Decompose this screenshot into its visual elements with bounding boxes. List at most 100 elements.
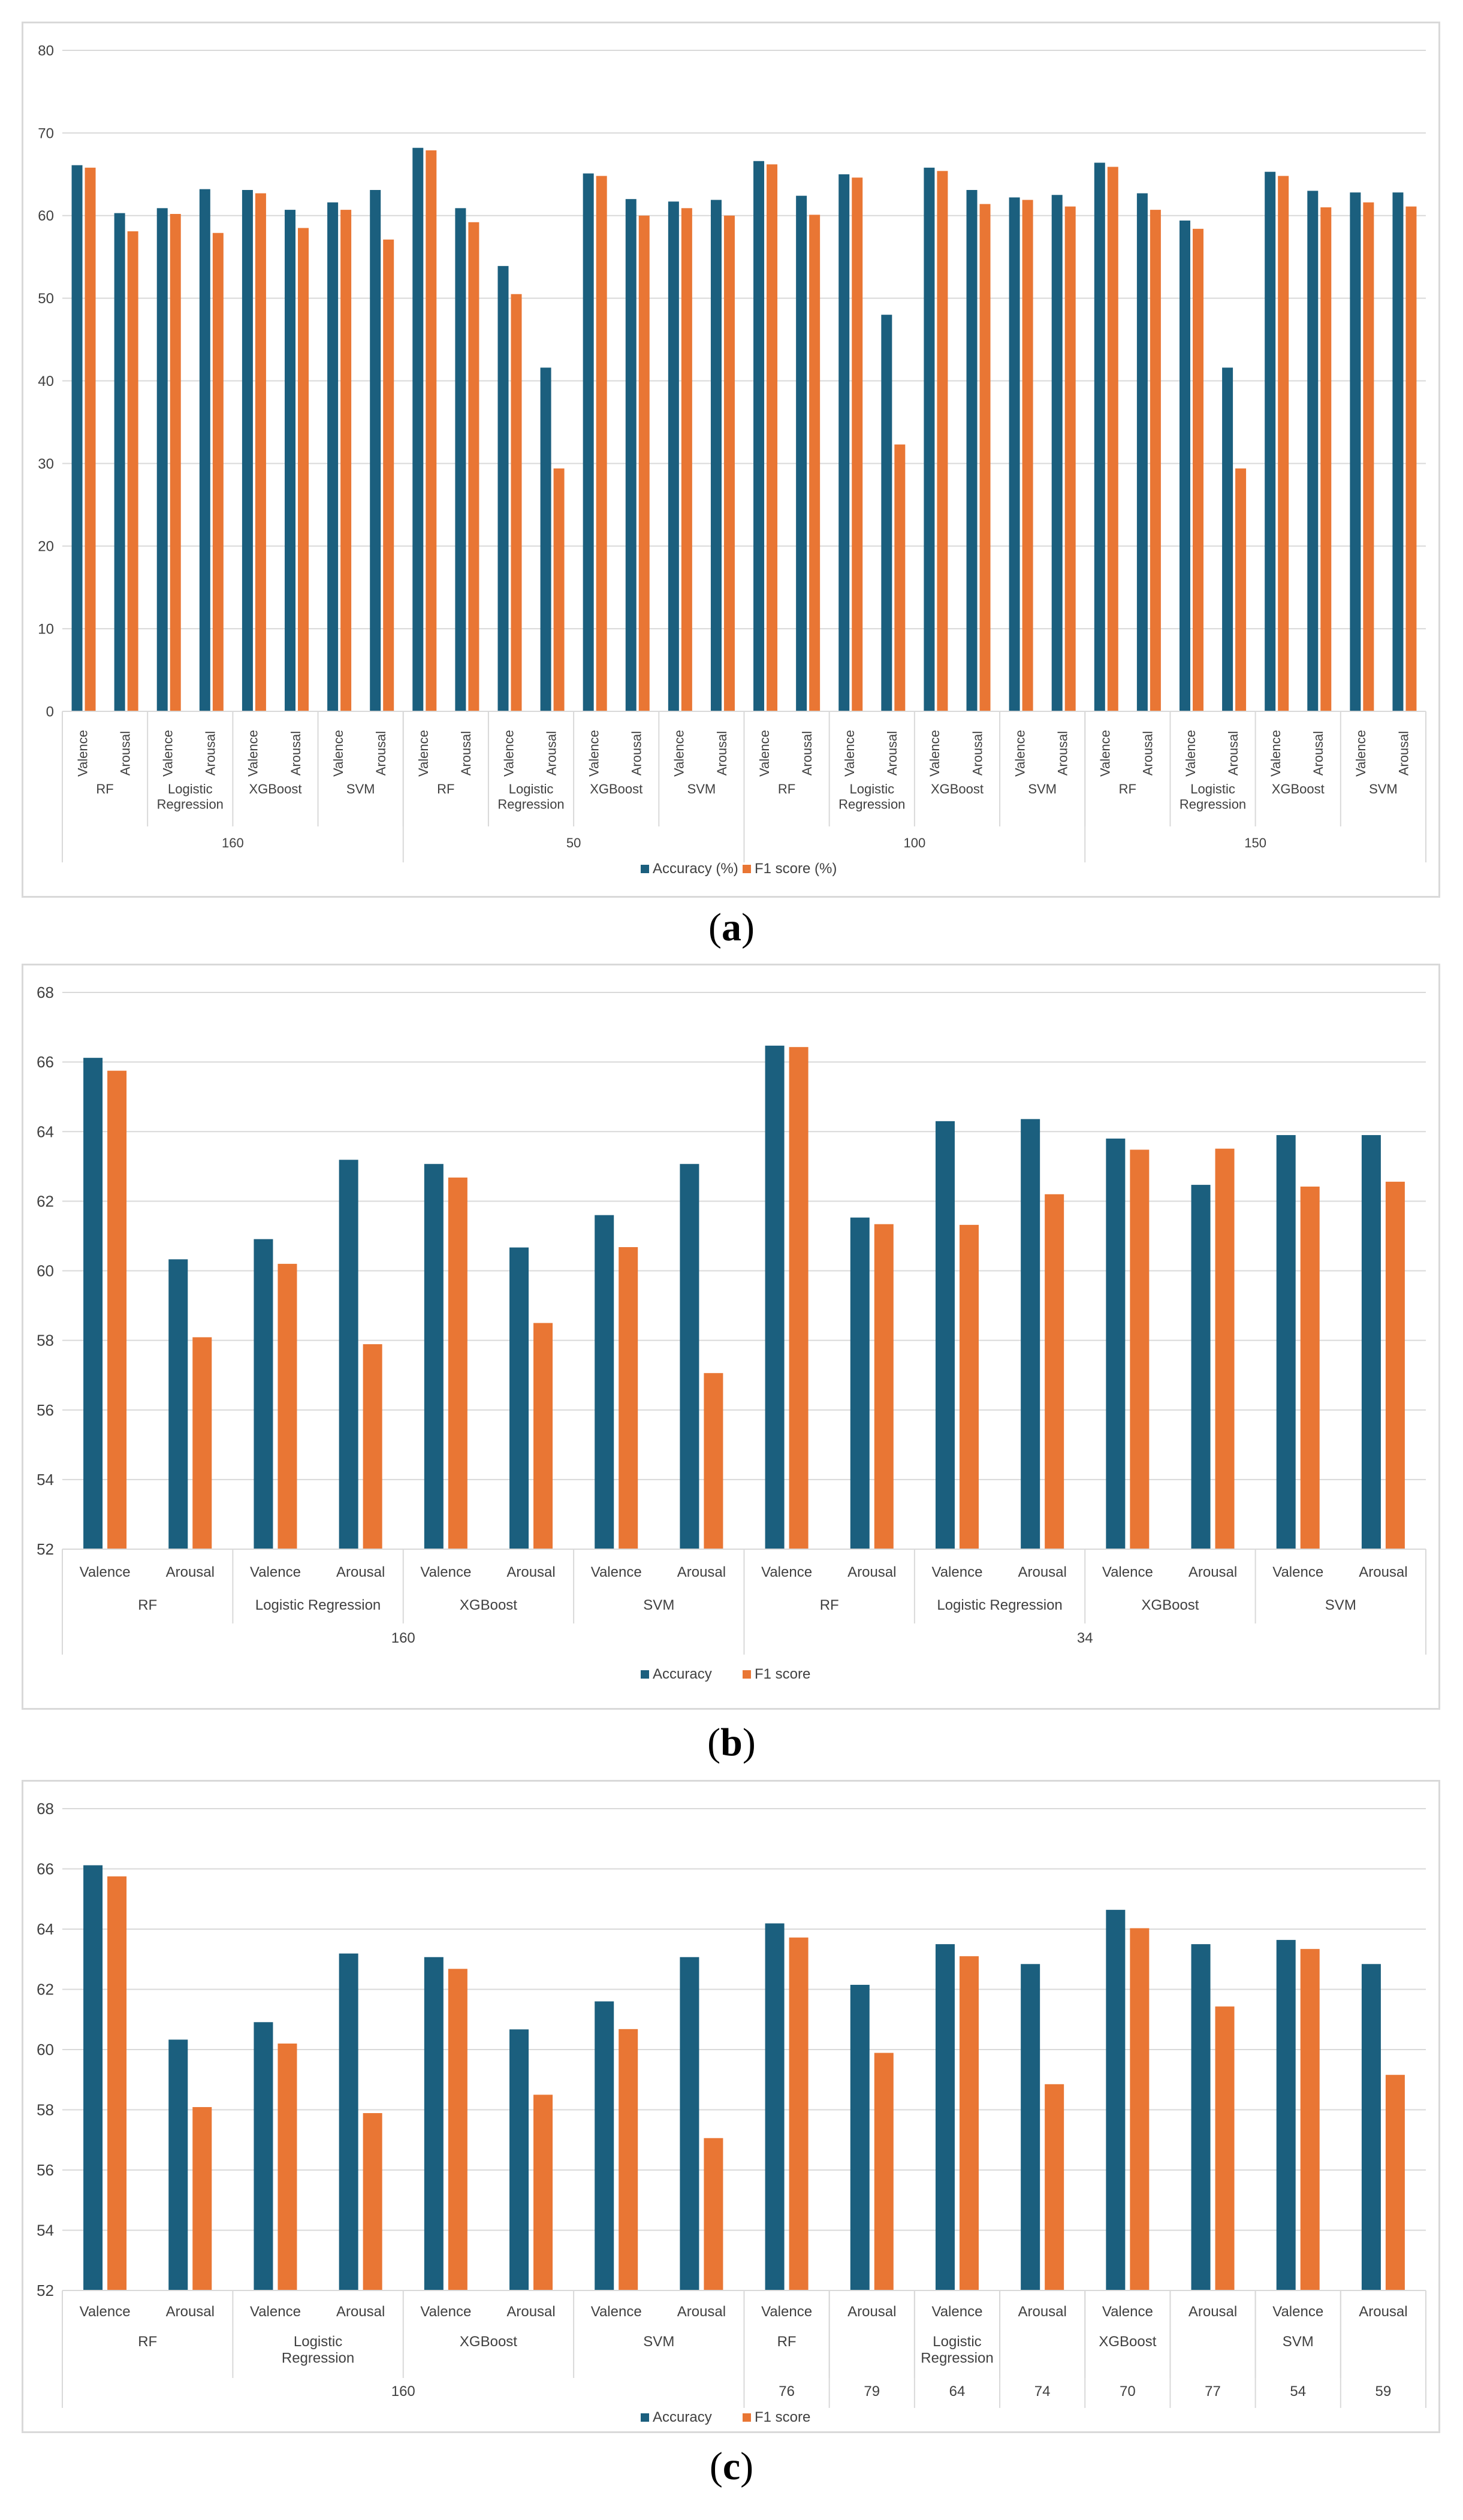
f1-bar xyxy=(619,1247,638,1549)
y-tick-label: 56 xyxy=(37,2161,54,2179)
f1-bar xyxy=(959,1224,979,1549)
chart-a-svg: 0 10 20 30 40 50 60 70 80 Valence Arousal Valence Ar… xyxy=(38,43,1426,877)
x-category-label: Valence xyxy=(1102,2304,1153,2320)
f1-bar xyxy=(874,1224,894,1549)
accuracy-bar xyxy=(1307,191,1319,711)
accuracy-bar xyxy=(1179,221,1190,712)
x-category-label: Arousal xyxy=(1018,2304,1066,2320)
y-tick-label: 70 xyxy=(38,125,54,141)
y-tick-label: 58 xyxy=(37,1332,54,1350)
y-tick-label: 58 xyxy=(37,2101,54,2119)
y-tick-label: 50 xyxy=(38,291,54,307)
accuracy-bar xyxy=(412,147,424,711)
f1-bar xyxy=(874,2053,894,2290)
legend-swatch-accuracy xyxy=(641,2413,649,2422)
x-category-label: Valence xyxy=(672,730,687,777)
y-tick-label: 60 xyxy=(38,208,54,224)
x-category-label: Arousal xyxy=(677,2304,726,2320)
f1-bar xyxy=(448,1969,467,2290)
x-group-level2-label: XGBoost xyxy=(249,781,301,796)
f1-bar xyxy=(277,2043,297,2290)
x-group-level2-label: Logistic xyxy=(849,781,894,796)
y-tick-label: 20 xyxy=(38,539,54,555)
accuracy-bar xyxy=(156,208,168,711)
x-category-label: Valence xyxy=(80,1564,131,1580)
x-group-level2-label: Logistic Regression xyxy=(255,1597,381,1613)
accuracy-bar xyxy=(1021,1119,1040,1549)
f1-bar xyxy=(363,1344,382,1549)
x-category-label: Valence xyxy=(246,730,261,777)
accuracy-bar xyxy=(1021,1964,1040,2290)
f1-bar xyxy=(212,233,224,711)
accuracy-bar xyxy=(327,202,339,711)
x-category-label: Arousal xyxy=(288,731,303,776)
x-group-level2-label: XGBoost xyxy=(1141,1597,1199,1613)
y-tick-label: 52 xyxy=(37,1540,54,1558)
x-category-label: Arousal xyxy=(506,1564,555,1580)
f1-bar xyxy=(533,2095,553,2290)
f1-bar xyxy=(107,1876,127,2290)
x-category-label: Arousal xyxy=(1189,1564,1237,1580)
x-group-level3-label: 74 xyxy=(1034,2383,1051,2400)
x-category-label: Arousal xyxy=(847,1564,896,1580)
f1-bar xyxy=(533,1323,553,1549)
x-group-level2-label: XGBoost xyxy=(460,1597,517,1613)
x-category-label: Arousal xyxy=(1018,1564,1066,1580)
y-tick-label: 64 xyxy=(37,1920,54,1938)
accuracy-bar xyxy=(254,2022,273,2290)
x-category-label: Valence xyxy=(1272,2304,1323,2320)
x-category-label: Arousal xyxy=(203,731,218,776)
accuracy-bar xyxy=(1191,1185,1211,1549)
x-group-level2-label-line2: Regression xyxy=(1180,796,1246,811)
f1-bar xyxy=(1064,206,1076,711)
f1-bar xyxy=(192,1337,212,1549)
f1-bar xyxy=(107,1070,127,1549)
x-group-level3-label: 160 xyxy=(222,835,244,850)
y-tick-label: 30 xyxy=(38,456,54,472)
x-category-label: Arousal xyxy=(847,2304,896,2320)
x-group-level3-label: 70 xyxy=(1120,2383,1136,2400)
x-category-label: Valence xyxy=(1012,730,1027,777)
x-category-label: Arousal xyxy=(714,731,729,776)
y-tick-label: 54 xyxy=(37,2222,54,2240)
accuracy-bar xyxy=(168,1259,188,1549)
accuracy-bar xyxy=(583,173,594,712)
y-tick-label: 56 xyxy=(37,1401,54,1419)
x-group-level2-label: Logistic Regression xyxy=(937,1597,1062,1613)
accuracy-bar xyxy=(114,213,125,711)
y-tick-label: 40 xyxy=(38,373,54,390)
x-group-level3-label: 50 xyxy=(566,835,581,850)
f1-bar xyxy=(894,444,906,711)
x-group-level2-label: SVM xyxy=(643,2334,674,2350)
accuracy-bar xyxy=(509,2029,529,2290)
f1-bar xyxy=(468,222,479,711)
x-category-label: Arousal xyxy=(1226,731,1241,776)
y-tick-label: 66 xyxy=(37,1053,54,1071)
f1-bar xyxy=(1363,202,1374,711)
y-tick-label: 52 xyxy=(37,2281,54,2299)
x-category-label: Valence xyxy=(1183,730,1198,777)
f1-bar xyxy=(619,2029,638,2290)
f1-bar xyxy=(789,1047,809,1549)
legend-swatch-f1 xyxy=(743,1670,751,1679)
accuracy-bar xyxy=(1094,162,1105,711)
x-category-label: Arousal xyxy=(458,731,473,776)
f1-bar xyxy=(937,171,948,711)
accuracy-bar xyxy=(83,1058,103,1549)
x-category-label: Arousal xyxy=(1055,731,1070,776)
legend-label-f1: F1 score xyxy=(755,2409,810,2425)
x-category-label: Valence xyxy=(420,1564,471,1580)
f1-bar xyxy=(1107,167,1118,711)
f1-bar xyxy=(1385,1181,1405,1549)
x-category-label: Arousal xyxy=(1141,731,1156,776)
f1-bar xyxy=(852,177,863,711)
f1-bar xyxy=(1300,1949,1320,2290)
accuracy-bar xyxy=(339,1160,358,1549)
legend-label-accuracy: Accuracy xyxy=(653,2409,712,2425)
x-group-level2-label: XGBoost xyxy=(460,2334,517,2350)
x-category-label: Arousal xyxy=(1311,731,1326,776)
f1-bar xyxy=(704,1373,723,1549)
x-group-level2-label: SVM xyxy=(1325,1597,1356,1613)
x-category-label: Valence xyxy=(416,730,431,777)
accuracy-bar xyxy=(1136,193,1148,711)
